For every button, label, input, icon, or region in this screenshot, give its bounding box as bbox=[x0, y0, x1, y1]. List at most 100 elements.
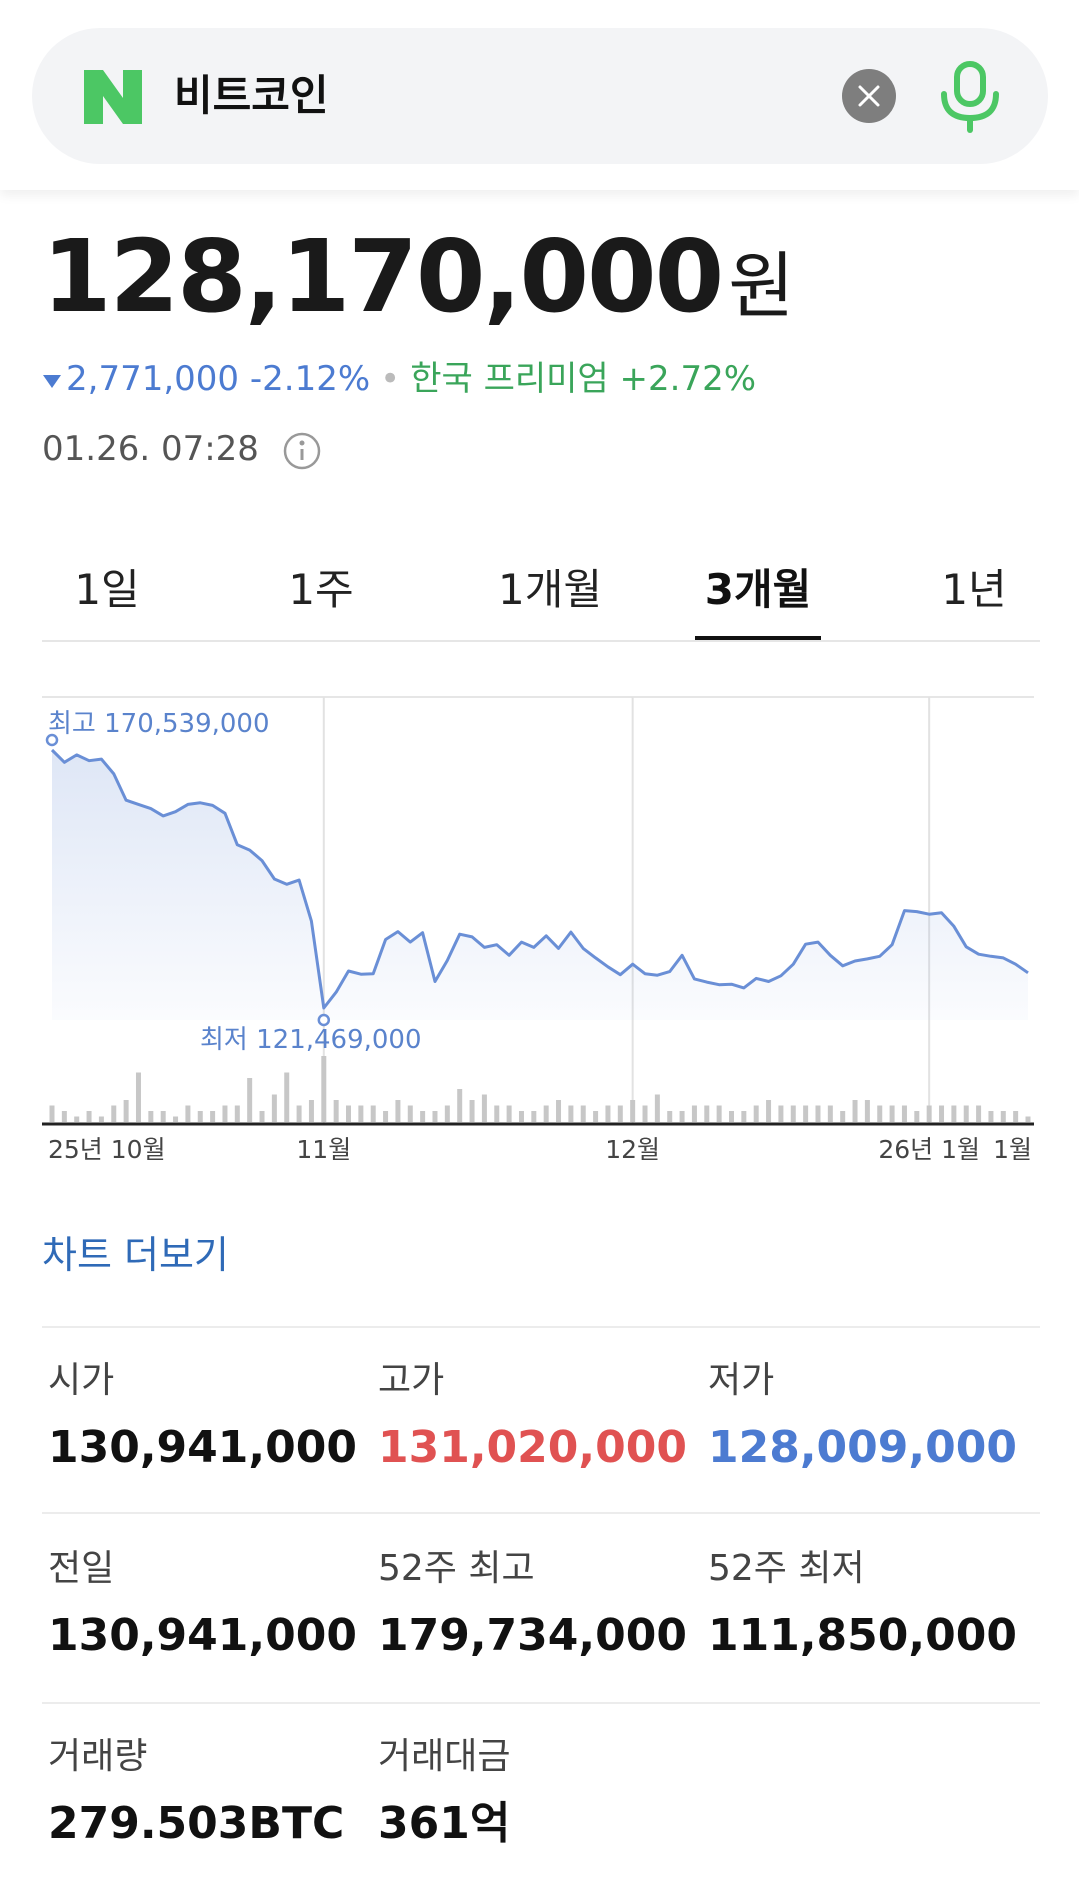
volume-bar bbox=[98, 1116, 104, 1122]
volume-bar bbox=[358, 1105, 364, 1122]
stat-value: 179,734,000 bbox=[378, 1610, 687, 1661]
volume-bar bbox=[370, 1105, 376, 1122]
volume-bar bbox=[86, 1111, 92, 1122]
volume-bar bbox=[457, 1089, 463, 1122]
stat-label: 전일 bbox=[48, 1548, 115, 1589]
tab-1year[interactable]: 1년 bbox=[941, 565, 1007, 614]
volume-bar bbox=[667, 1111, 673, 1122]
chart-more-link[interactable]: 차트 더보기 bbox=[42, 1233, 229, 1277]
stat-low: 저가 128,009,000 bbox=[708, 1356, 1028, 1478]
volume-bar bbox=[481, 1094, 487, 1122]
volume-bar bbox=[321, 1056, 327, 1122]
volume-bar bbox=[914, 1111, 920, 1122]
high-label: 최고 170,539,000 bbox=[48, 709, 270, 739]
volume-bar bbox=[49, 1105, 55, 1122]
volume-bar bbox=[1025, 1116, 1031, 1122]
volume-bar bbox=[333, 1100, 339, 1122]
volume-bar bbox=[654, 1094, 660, 1122]
stat-label: 거래량 bbox=[48, 1736, 148, 1777]
price-unit: 원 bbox=[728, 244, 795, 328]
tab-1month[interactable]: 1개월 bbox=[497, 565, 602, 614]
volume-bar bbox=[308, 1100, 314, 1122]
stat-label: 고가 bbox=[378, 1360, 445, 1401]
price-change-row: 2,771,000 -2.12% • 한국 프리미엄 +2.72% bbox=[42, 356, 756, 402]
volume-bar bbox=[926, 1105, 932, 1122]
change-amount: 2,771,000 bbox=[66, 359, 240, 399]
volume-bar bbox=[123, 1100, 129, 1122]
volume-bar bbox=[642, 1105, 648, 1122]
stat-high: 고가 131,020,000 bbox=[378, 1356, 698, 1478]
volume-bar bbox=[420, 1111, 426, 1122]
price-area-fill bbox=[52, 750, 1028, 1020]
search-bar[interactable]: 비트코인 bbox=[32, 28, 1048, 164]
info-icon[interactable] bbox=[282, 431, 322, 471]
timestamp: 01.26. 07:28 bbox=[42, 429, 259, 469]
volume-bar bbox=[518, 1111, 524, 1122]
volume-bar bbox=[148, 1111, 154, 1122]
volume-bar bbox=[395, 1100, 401, 1122]
volume-bar bbox=[135, 1072, 141, 1122]
volume-bar bbox=[74, 1116, 80, 1122]
x-axis-label: 12월 bbox=[605, 1135, 660, 1164]
x-axis-label: 26년 1월 bbox=[878, 1135, 980, 1164]
volume-bar bbox=[111, 1105, 117, 1122]
period-tabs: 1일 1주 1개월 3개월 1년 bbox=[42, 540, 1040, 642]
volume-bar bbox=[840, 1111, 846, 1122]
divider bbox=[42, 1702, 1040, 1704]
volume-bar bbox=[790, 1105, 796, 1122]
down-triangle-icon bbox=[43, 374, 61, 388]
stat-value: 361억 bbox=[378, 1798, 511, 1849]
clear-search-button[interactable] bbox=[842, 69, 896, 123]
x-axis-label: 11월 bbox=[296, 1135, 351, 1164]
tab-1week[interactable]: 1주 bbox=[288, 565, 354, 614]
price-chart[interactable]: 최고 170,539,000 최저 121,469,000 25년 10월 11월… bbox=[0, 690, 1079, 1180]
volume-bar bbox=[346, 1105, 352, 1122]
volume-bar bbox=[185, 1105, 191, 1122]
volume-bar bbox=[1000, 1111, 1006, 1122]
volume-bar bbox=[827, 1105, 833, 1122]
volume-bar bbox=[61, 1111, 67, 1122]
volume-bar bbox=[197, 1111, 203, 1122]
stat-volume: 거래량 279.503BTC bbox=[48, 1732, 368, 1854]
volume-bar bbox=[383, 1111, 389, 1122]
volume-bar bbox=[1013, 1111, 1019, 1122]
volume-bar bbox=[247, 1078, 253, 1122]
volume-bar bbox=[963, 1105, 969, 1122]
volume-bar bbox=[889, 1105, 895, 1122]
divider bbox=[42, 1512, 1040, 1514]
active-tab-indicator bbox=[695, 636, 821, 640]
volume-bar bbox=[716, 1105, 722, 1122]
volume-bar bbox=[432, 1111, 438, 1122]
volume-bar bbox=[444, 1105, 450, 1122]
stat-value: 130,941,000 bbox=[48, 1422, 357, 1473]
volume-bar bbox=[704, 1105, 710, 1122]
stat-value: 279.503BTC bbox=[48, 1798, 345, 1849]
x-axis-label: 25년 10월 bbox=[48, 1135, 166, 1164]
korea-premium-label: 한국 프리미엄 bbox=[410, 359, 609, 399]
search-input[interactable]: 비트코인 bbox=[174, 71, 329, 120]
tab-3months[interactable]: 3개월 bbox=[704, 565, 812, 614]
volume-bar bbox=[691, 1105, 697, 1122]
stat-label: 52주 최고 bbox=[378, 1548, 535, 1589]
divider bbox=[42, 1326, 1040, 1328]
volume-bar bbox=[877, 1105, 883, 1122]
stat-52w-low: 52주 최저 111,850,000 bbox=[708, 1544, 1028, 1666]
volume-bar bbox=[679, 1111, 685, 1122]
search-header: 비트코인 bbox=[0, 0, 1079, 190]
volume-bar bbox=[407, 1105, 413, 1122]
timestamp-row: 01.26. 07:28 bbox=[42, 426, 322, 472]
volume-bar bbox=[753, 1105, 759, 1122]
tab-1day[interactable]: 1일 bbox=[74, 565, 140, 614]
volume-bar bbox=[864, 1100, 870, 1122]
volume-bar bbox=[531, 1111, 537, 1122]
volume-bar bbox=[741, 1111, 747, 1122]
current-price: 128,170,000원 bbox=[42, 222, 794, 332]
stat-label: 52주 최저 bbox=[708, 1548, 865, 1589]
korea-premium-value: +2.72% bbox=[619, 359, 757, 399]
volume-bar bbox=[210, 1111, 216, 1122]
volume-bar bbox=[222, 1105, 228, 1122]
microphone-icon[interactable] bbox=[938, 58, 1002, 134]
volume-bar bbox=[766, 1100, 772, 1122]
naver-logo-icon[interactable] bbox=[84, 70, 142, 124]
stat-value: 130,941,000 bbox=[48, 1610, 357, 1661]
